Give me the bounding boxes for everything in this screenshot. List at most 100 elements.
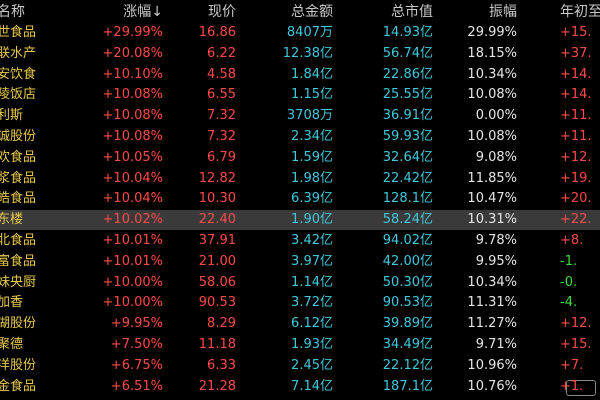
cell-value: +10.08% [102,87,163,103]
cell-value: 21.00 [198,253,236,269]
cell-value: 39.89亿 [382,316,433,332]
column-header[interactable]: 现价 [208,4,236,20]
cell-value: 1.14亿 [291,274,333,290]
stock-name[interactable]: 聚德 [0,337,24,352]
cell-value: +20.08% [102,45,163,61]
cell-value: 22.42亿 [382,170,433,186]
cell-value: 14.93亿 [382,25,433,40]
cell-value: 59.93亿 [382,129,433,144]
cell-value: -4. [560,295,578,311]
cell-value: +37. [560,45,592,61]
cell-value: 32.64亿 [382,149,433,165]
cell-value: +7.50% [110,337,163,352]
cell-value: 36.91亿 [382,108,433,124]
cell-value: -1. [560,253,578,269]
stock-name[interactable]: 欢食品 [0,149,37,165]
cell-value: +7. [560,357,584,373]
cell-value: 6.22 [207,45,236,61]
cell-value: 128.1亿 [382,191,433,207]
cell-value: +11. [560,108,592,124]
cell-value: +10.08% [102,129,163,144]
cell-value: 10.76% [467,378,517,394]
column-header[interactable]: 年初至 [560,4,600,20]
stock-name[interactable]: 洋股份 [0,357,37,373]
cell-value: 10.30 [198,191,236,207]
cell-value: +10.00% [102,295,163,311]
watermark [566,380,596,396]
cell-value: 187.1亿 [382,378,433,394]
cell-value: 3.72亿 [291,295,333,311]
cell-value: 3708万 [286,108,333,124]
cell-value: +10.01% [102,253,163,269]
cell-value: +6.75% [110,357,163,373]
column-header[interactable]: 名称 [0,4,25,20]
cell-value: 7.32 [207,129,236,144]
stock-name[interactable]: 安饮食 [0,66,37,82]
cell-value: +19. [560,170,592,186]
cell-value: 22.12亿 [382,357,433,373]
cell-value: 0.00% [475,108,517,124]
cell-value: 6.79 [207,149,236,165]
column-header[interactable]: 涨幅↓ [123,4,163,20]
cell-value: 18.15% [467,45,517,61]
cell-value: +14. [560,87,592,103]
cell-value: 9.95% [475,253,517,269]
cell-value: 10.08% [467,129,517,144]
column-header[interactable]: 总金额 [291,4,333,20]
cell-value: 7.14亿 [291,378,333,394]
stock-name[interactable]: 联水产 [0,45,37,61]
cell-value: 10.34% [467,66,517,82]
stock-name[interactable]: 妹央厨 [0,274,37,290]
cell-value: 7.32 [207,108,236,124]
selected-row-highlight [0,210,600,231]
stock-name[interactable]: 富食品 [0,253,37,269]
cell-value: 58.06 [198,274,236,290]
stock-name[interactable]: 陵饭店 [0,87,37,103]
cell-value: 6.39亿 [291,191,333,207]
cell-value: 94.02亿 [382,233,433,248]
cell-value: 2.34亿 [291,129,333,144]
cell-value: 9.08% [475,149,517,165]
stock-name[interactable]: 浆食品 [0,170,37,186]
cell-value: +10.05% [102,149,163,165]
cell-value: 58.24亿 [382,212,433,228]
cell-value: 56.74亿 [382,45,433,61]
cell-value: 25.55亿 [382,87,433,103]
cell-value: 1.59亿 [291,149,333,165]
cell-value: 42.00亿 [382,253,433,269]
cell-value: +10.02% [102,212,163,228]
cell-value: 12.38亿 [282,45,333,61]
stock-name[interactable]: 东楼 [0,212,24,228]
stock-name[interactable]: 皓食品 [0,191,37,207]
cell-value: +8. [560,233,584,248]
cell-value: +10.01% [102,233,163,248]
cell-value: 11.31% [467,295,517,311]
stock-name[interactable]: 利斯 [0,108,24,124]
column-header[interactable]: 振幅 [489,4,517,20]
cell-value: 3.97亿 [291,253,333,269]
cell-value: +10.00% [102,274,163,290]
stock-name[interactable]: 湖股份 [0,316,37,332]
cell-value: 1.84亿 [291,66,333,82]
cell-value: -0. [560,274,578,290]
cell-value: 10.34% [467,274,517,290]
cell-value: 11.18 [198,337,236,352]
cell-value: 11.27% [467,316,517,332]
stock-name[interactable]: 诚股份 [0,129,37,144]
cell-value: 2.45亿 [291,357,333,373]
column-header[interactable]: 总市值 [391,4,433,20]
cell-value: 3.42亿 [291,233,333,248]
cell-value: 10.47% [467,191,517,207]
cell-value: +20. [560,191,592,207]
stock-name[interactable]: 加香 [0,295,24,311]
stock-name[interactable]: 世食品 [0,25,37,40]
cell-value: 8.29 [207,316,236,332]
cell-value: 1.15亿 [291,87,333,103]
cell-value: 34.49亿 [382,337,433,352]
stock-name[interactable]: 金食品 [0,378,37,394]
cell-value: 6.55 [207,87,236,103]
cell-value: +1. [560,378,584,394]
cell-value: 1.90亿 [291,212,333,228]
stock-name[interactable]: 北食品 [0,233,37,248]
